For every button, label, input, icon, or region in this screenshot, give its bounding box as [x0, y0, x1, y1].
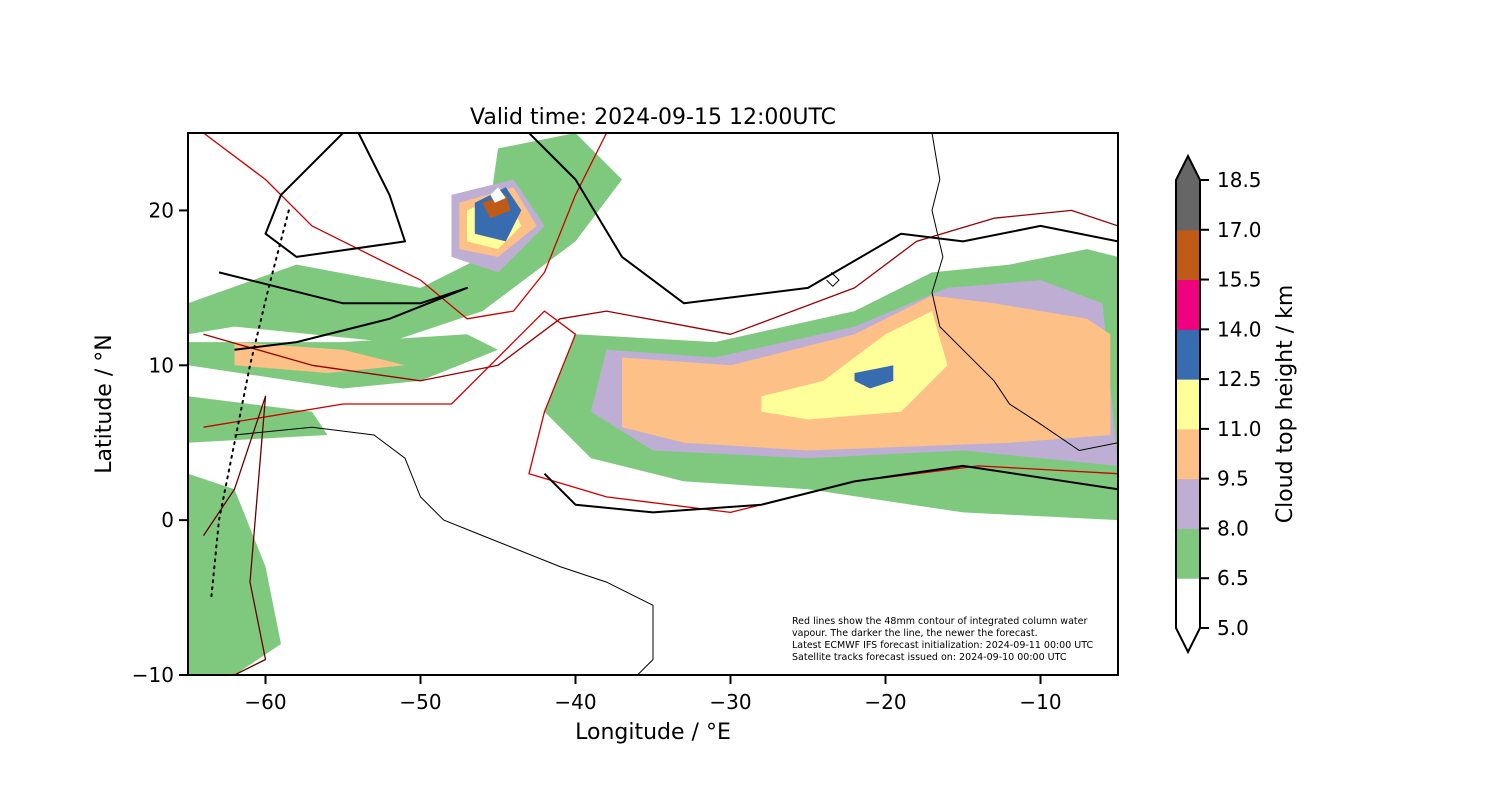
iwv-contour-line-1: [203, 209, 1118, 382]
coastline-0: [234, 426, 654, 675]
colorbar-swatch: [1176, 379, 1200, 430]
colorbar-swatch: [1176, 578, 1200, 629]
colorbar-swatch: [1176, 180, 1200, 231]
colorbar-tick-label: 5.0: [1217, 616, 1249, 640]
colorbar-extend-min: [1176, 628, 1200, 652]
note-line-3: Latest ECMWF IFS forecast initialization…: [792, 640, 1093, 651]
y-tick-label: 20: [149, 198, 174, 222]
iwv-contour-line-6: [527, 133, 1118, 305]
satellite-track-line: [210, 209, 290, 599]
map-frame: [187, 132, 1119, 676]
colorbar-tick-label: 8.0: [1217, 516, 1249, 540]
y-axis-label: Latitude / °N: [92, 334, 117, 473]
cloud-region-15: [490, 187, 506, 203]
iwv-contour-line-3: [202, 395, 267, 675]
colorbar-tick-label: 9.5: [1217, 467, 1249, 491]
forecast-note: Red lines show the 48mm contour of integ…: [792, 616, 1093, 663]
coastline-2: [826, 272, 840, 288]
colorbar-tick-label: 15.5: [1217, 268, 1262, 292]
note-line-4: Satellite tracks forecast issued on: 202…: [792, 652, 1067, 663]
colorbar-label: Cloud top height / km: [1273, 285, 1298, 524]
x-tick-label: −50: [399, 690, 441, 714]
colorbar-tick-label: 6.5: [1217, 566, 1249, 590]
x-tick-label: −10: [1019, 690, 1061, 714]
y-axis: −10 0 10 20: [132, 198, 188, 687]
colorbar-tick-label: 14.0: [1217, 317, 1262, 341]
map-data-layers: [188, 133, 1118, 675]
x-tick-label: −20: [864, 690, 906, 714]
x-axis: −60 −50 −40 −30 −20 −10: [244, 675, 1062, 714]
note-line-1: Red lines show the 48mm contour of integ…: [792, 616, 1087, 627]
colorbar-tick-label: 18.5: [1217, 168, 1262, 192]
map-title: Valid time: 2024-09-15 12:00UTC: [470, 105, 836, 130]
colorbar-swatch: [1176, 229, 1200, 281]
cloud-region-9: [234, 342, 405, 373]
iwv-contour-line-7: [264, 133, 406, 258]
colorbar-swatch: [1176, 428, 1200, 480]
colorbar: 5.0 6.5 8.0 9.5 11.0 12.5 14.0 15.5 17.0 18.5: [1175, 153, 1262, 655]
colorbar-swatch: [1176, 279, 1200, 330]
cloud-region-10: [761, 311, 948, 420]
colorbar-tick-label: 11.0: [1217, 417, 1262, 441]
x-tick-label: −30: [709, 690, 751, 714]
note-line-2: vapour. The darker the line, the newer t…: [792, 628, 1038, 639]
x-axis-label: Longitude / °E: [575, 720, 731, 745]
colorbar-swatch: [1176, 528, 1200, 579]
colorbar-tick-label: 17.0: [1217, 218, 1262, 242]
cloud-region-13: [854, 365, 894, 389]
cloud-region-14: [482, 194, 511, 219]
colorbar-swatch: [1176, 329, 1200, 380]
y-tick-label: −10: [132, 663, 174, 687]
iwv-contour-line-4: [218, 271, 468, 351]
iwv-contour-line-5: [543, 464, 1118, 514]
colorbar-tick-label: 12.5: [1217, 367, 1262, 391]
colorbar-extend-max: [1176, 156, 1200, 180]
coastline-1: [931, 133, 1118, 452]
x-tick-label: −60: [244, 690, 286, 714]
colorbar-swatch: [1176, 478, 1200, 529]
y-tick-label: 10: [149, 353, 174, 377]
x-tick-label: −40: [554, 690, 596, 714]
y-tick-label: 0: [161, 508, 174, 532]
